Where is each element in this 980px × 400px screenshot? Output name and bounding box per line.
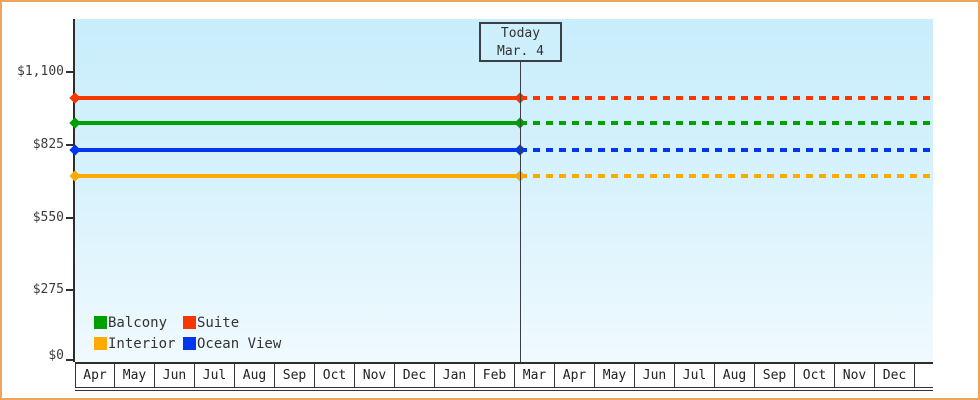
month-cell: Jan: [435, 364, 475, 388]
month-cell: Mar: [515, 364, 555, 388]
y-axis-label: $550: [32, 210, 64, 225]
plot-area: [75, 19, 933, 362]
y-axis-label: $1,100: [17, 64, 64, 79]
today-label: Today: [500, 26, 541, 41]
month-cell: Sep: [755, 364, 795, 388]
month-cell: Apr: [555, 364, 595, 388]
y-tick: [66, 359, 74, 361]
x-axis-baseline: [75, 390, 933, 391]
y-axis-label: $825: [32, 137, 64, 152]
today-annotation-box: Today Mar. 4: [479, 22, 562, 62]
ocean-view-swatch-icon: [183, 337, 196, 350]
series-interior-dashed-segment: [520, 173, 933, 178]
month-cell: Nov: [355, 364, 395, 388]
month-cell: Oct: [315, 364, 355, 388]
balcony-swatch-icon: [94, 316, 107, 329]
month-cell: Jul: [195, 364, 235, 388]
series-balcony-solid-segment: [75, 121, 520, 125]
month-cell: Jul: [675, 364, 715, 388]
y-axis-label: $0: [48, 348, 64, 363]
legend-row: Balcony Suite: [94, 312, 281, 333]
legend-item-balcony: Balcony: [94, 315, 183, 331]
legend-label: Suite: [197, 314, 240, 331]
legend-item-interior: Interior: [94, 336, 183, 352]
today-vertical-line: [520, 62, 521, 362]
month-cell: Nov: [835, 364, 875, 388]
y-tick: [66, 144, 74, 146]
legend-item-suite: Suite: [183, 315, 239, 331]
legend-label: Ocean View: [197, 335, 282, 352]
legend: Balcony Suite Interior Ocean View: [94, 312, 281, 354]
month-cell: Dec: [395, 364, 435, 388]
today-date: Mar. 4: [497, 44, 544, 59]
series-suite-solid-segment: [75, 95, 520, 100]
month-cell: Jun: [635, 364, 675, 388]
month-cell: Aug: [715, 364, 755, 388]
legend-row: Interior Ocean View: [94, 333, 281, 354]
legend-item-ocean-view: Ocean View: [183, 336, 281, 352]
series-balcony-dashed-segment: [520, 121, 933, 125]
suite-swatch-icon: [183, 316, 196, 329]
series-suite-dashed-segment: [520, 95, 933, 100]
x-axis-month-strip: Apr May Jun Jul Aug Sep Oct Nov Dec Jan …: [75, 362, 933, 388]
series-interior-solid-segment: [75, 173, 520, 178]
y-tick: [66, 289, 74, 291]
month-cell: Feb: [475, 364, 515, 388]
month-strip-tail: [915, 364, 933, 388]
month-cell: Apr: [75, 364, 115, 388]
series-ocean-view-solid-segment: [75, 147, 520, 152]
month-cell: May: [115, 364, 155, 388]
month-cell: Jun: [155, 364, 195, 388]
legend-label: Interior: [108, 335, 176, 352]
month-cell: May: [595, 364, 635, 388]
y-tick: [66, 217, 74, 219]
month-cell: Dec: [875, 364, 915, 388]
y-axis-label: $275: [32, 282, 64, 297]
month-cell: Sep: [275, 364, 315, 388]
y-tick: [66, 71, 74, 73]
series-ocean-view-dashed-segment: [520, 147, 933, 152]
legend-label: Balcony: [108, 314, 168, 331]
y-axis-line: [73, 19, 75, 362]
interior-swatch-icon: [94, 337, 107, 350]
month-cell: Aug: [235, 364, 275, 388]
month-cell: Oct: [795, 364, 835, 388]
